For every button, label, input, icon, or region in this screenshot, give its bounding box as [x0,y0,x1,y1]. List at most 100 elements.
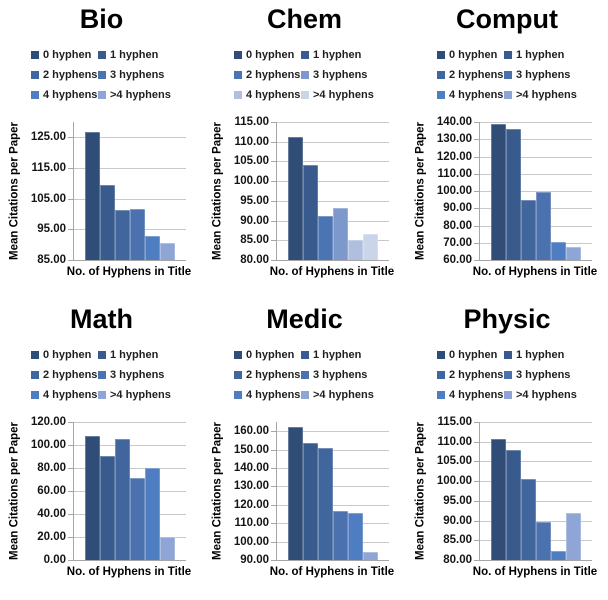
y-tick-mark [271,142,276,143]
y-tick-mark [474,540,479,541]
legend-item-3-hyphens: 3 hyphens [98,369,171,381]
bar-4-hyphens [348,239,363,260]
y-tick-mark [474,174,479,175]
y-tick-label: 70.00 [443,236,472,249]
y-tick-label: 0.00 [43,554,66,566]
y-tick-mark [474,191,479,192]
legend-item-3-hyphens: 3 hyphens [301,69,374,81]
bar-3-hyphens [130,208,145,260]
gridline [480,521,592,522]
y-tick-label: 125.00 [30,131,66,144]
legend-swatch [31,71,39,79]
legend-swatch [301,51,309,59]
legend: 0 hyphen 1 hyphen 2 hyphens 3 hyphens 4 hyph… [437,349,577,401]
y-tick-label: 100.00 [30,439,66,451]
legend-label: >4 hyphens [110,89,171,101]
x-axis-title: No. of Hyphens in Title [269,266,395,278]
y-tick-mark [474,208,479,209]
legend-item-4-hyphens: >4 hyphens [98,389,171,401]
gridline [74,422,186,423]
y-tick-label: 120.00 [30,416,66,428]
chart-title: Comput [456,4,558,34]
y-tick-label: 90.00 [443,514,472,527]
bar-4-hyphens [160,537,175,560]
y-tick-label: 105.00 [436,455,472,468]
y-tick-mark [474,260,479,261]
legend-swatch [31,51,39,59]
chart-panel-comput: Comput 0 hyphen 1 hyphen 2 hyphens 3 hyphens… [406,0,608,300]
legend-label: 2 hyphens [449,369,504,381]
legend-item-1-hyphen: 1 hyphen [98,49,171,61]
y-tick-mark [68,537,73,538]
y-tick-mark [68,260,73,261]
legend-swatch [301,371,309,379]
bar-2-hyphens [521,479,536,560]
legend-swatch [504,71,512,79]
legend-item-4-hyphens: 4 hyphens [234,389,301,401]
legend-swatch [234,91,242,99]
chart-title: Medic [266,304,343,334]
legend-item-3-hyphens: 3 hyphens [504,369,577,381]
gridline [480,442,592,443]
y-tick-label: 100.00 [233,535,269,548]
legend-label: 1 hyphen [110,49,159,61]
y-tick-label: 60.00 [37,485,66,497]
legend-swatch [301,391,309,399]
bar-0-hyphen [491,123,506,260]
plot-area [73,122,186,261]
legend-item-0-hyphen: 0 hyphen [234,349,301,361]
legend-label: >4 hyphens [516,89,577,101]
y-tick-label: 85.00 [443,534,472,547]
y-tick-mark [271,181,276,182]
gridline [74,199,186,200]
y-tick-mark [271,201,276,202]
x-axis-title: No. of Hyphens in Title [269,566,395,578]
bar-2-hyphens [521,200,536,260]
gridline [277,122,389,123]
y-tick-label: 115.00 [234,116,269,128]
legend-label: 0 hyphen [449,49,498,61]
legend-label: >4 hyphens [313,389,374,401]
gridline [277,181,389,182]
legend-label: 4 hyphens [43,89,98,101]
y-tick-mark [68,445,73,446]
y-tick-label: 85.00 [37,254,66,266]
legend-item-4-hyphens: 4 hyphens [31,389,98,401]
legend: 0 hyphen 1 hyphen 2 hyphens 3 hyphens 4 hyph… [234,49,374,101]
y-tick-mark [271,560,276,561]
y-tick-label: 80.00 [443,554,472,566]
legend-label: 3 hyphens [110,369,165,381]
y-tick-mark [68,229,73,230]
legend-swatch [31,391,39,399]
y-tick-label: 115.00 [437,416,472,428]
legend-label: 2 hyphens [43,369,98,381]
y-tick-mark [271,523,276,524]
y-tick-mark [271,431,276,432]
legend-swatch [98,71,106,79]
legend-label: >4 hyphens [110,389,171,401]
y-tick-mark [271,240,276,241]
legend-label: 1 hyphen [516,49,565,61]
bar-0-hyphen [85,435,100,560]
y-tick-mark [474,501,479,502]
legend-label: 4 hyphens [43,389,98,401]
legend-label: 1 hyphen [313,349,362,361]
legend-swatch [437,51,445,59]
legend-swatch [98,351,106,359]
plot-area [73,422,186,561]
bar-0-hyphen [85,131,100,260]
legend-label: 4 hyphens [246,89,301,101]
gridline [480,191,592,192]
y-tick-label: 100.00 [436,185,472,197]
legend-swatch [504,91,512,99]
legend-swatch [234,51,242,59]
bar-cluster [85,435,175,560]
x-axis-title: No. of Hyphens in Title [472,266,598,278]
y-tick-mark [474,226,479,227]
y-tick-mark [271,468,276,469]
gridline [74,137,186,138]
y-tick-mark [68,468,73,469]
bar-cluster [491,123,581,260]
y-tick-mark [68,514,73,515]
y-tick-mark [271,122,276,123]
